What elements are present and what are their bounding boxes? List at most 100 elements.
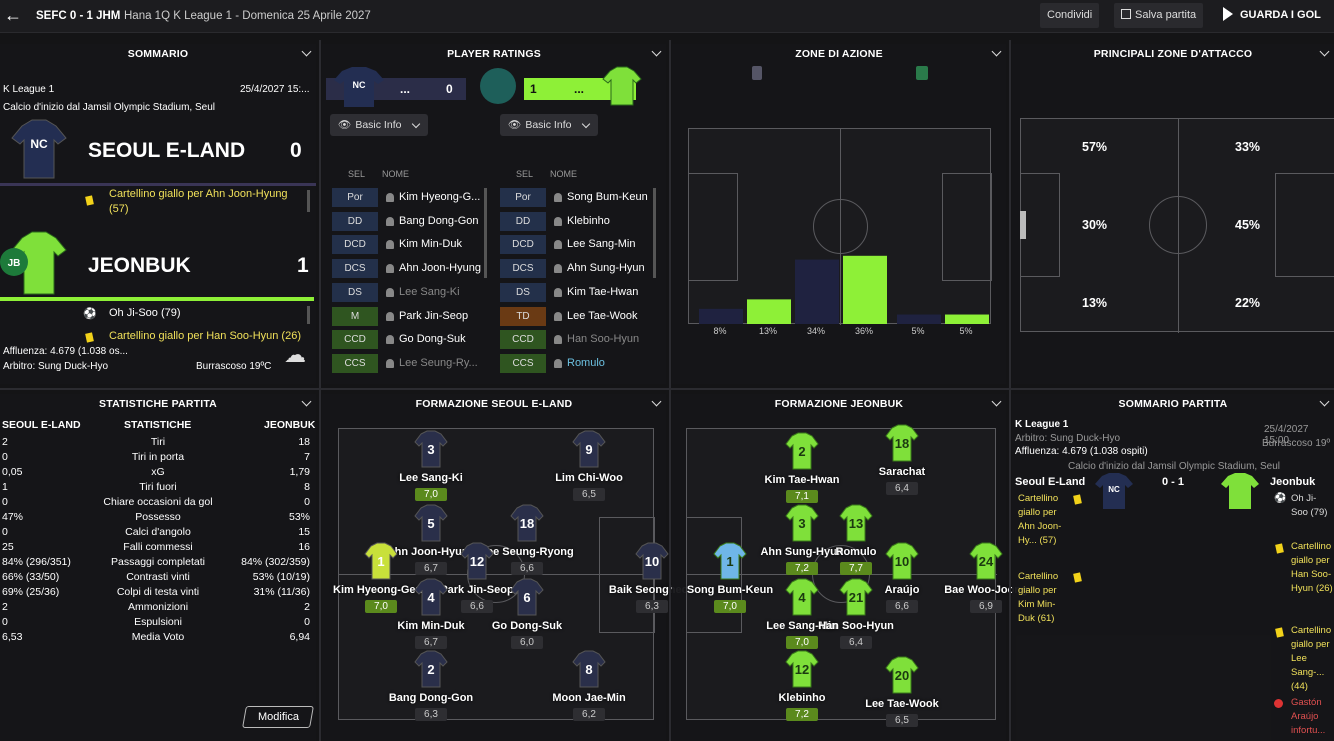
divider bbox=[0, 388, 1334, 390]
goal-ball-icon: ⚽ bbox=[83, 308, 97, 320]
player-name[interactable]: Ahn Sung-Hyun bbox=[760, 546, 844, 558]
player-shirt-icon[interactable]: 4 bbox=[414, 578, 448, 616]
player-name[interactable]: Kim Hyeong-G... bbox=[399, 191, 481, 203]
match-summary-title: SOMMARIO PARTITA bbox=[1118, 398, 1228, 410]
player-name[interactable]: Ahn Sung-Hyun bbox=[567, 262, 645, 275]
stat-label: Tiri fuori bbox=[139, 481, 177, 493]
stat-away-value: 1,79 bbox=[289, 466, 310, 478]
away-view-dropdown[interactable]: 👁 Basic Info bbox=[500, 114, 598, 136]
player-name[interactable]: Klebinho bbox=[567, 214, 610, 227]
player-name[interactable]: Lee Seung-Ryong bbox=[480, 546, 574, 558]
scrollbar[interactable] bbox=[307, 306, 310, 324]
player-name[interactable]: Lee Tae-Wook bbox=[567, 309, 638, 322]
player-shirt-icon[interactable]: 1 bbox=[713, 542, 747, 580]
player-shirt-icon[interactable]: 3 bbox=[414, 430, 448, 468]
player-name[interactable]: Han Soo-Hyun bbox=[567, 333, 640, 346]
away-card-event: Cartellino giallo per Han Soo-Hyun (26) bbox=[109, 330, 301, 342]
player-shirt-icon[interactable]: 4 bbox=[785, 578, 819, 616]
player-name[interactable]: Kim Min-Duk bbox=[397, 620, 465, 632]
shirt-number: 8 bbox=[585, 662, 592, 677]
scrollbar[interactable] bbox=[653, 188, 656, 278]
player-name[interactable]: Bang Dong-Gon bbox=[388, 692, 474, 704]
shirt-number: 10 bbox=[645, 554, 659, 569]
divider bbox=[1009, 40, 1011, 741]
scrollbar[interactable] bbox=[484, 188, 487, 278]
home-view-dropdown[interactable]: 👁 Basic Info bbox=[330, 114, 428, 136]
player-name[interactable]: Romulo bbox=[835, 546, 877, 558]
shirt-number: 3 bbox=[427, 442, 434, 457]
ms-home-event: Cartellino giallo per Ahn Joon-Hy... (57… bbox=[1018, 493, 1062, 546]
player-name[interactable]: Klebinho bbox=[778, 692, 826, 704]
stat-row: 0 Chiare occasioni da gol 0 bbox=[0, 495, 316, 510]
player-shirt-icon[interactable]: 12 bbox=[460, 542, 494, 580]
player-shirt-icon[interactable]: 9 bbox=[572, 430, 606, 468]
player-name[interactable]: Song Bum-Keun bbox=[567, 191, 648, 203]
player-name[interactable]: Lee Sang-Ki bbox=[399, 472, 463, 484]
player-name[interactable]: Han Soo-Hyun bbox=[818, 620, 894, 632]
player-shirt-icon[interactable]: 12 bbox=[785, 650, 819, 688]
player-shirt-icon[interactable]: 13 bbox=[839, 504, 873, 542]
player-name[interactable]: Go Dong-Suk bbox=[491, 620, 563, 632]
player-shirt-icon[interactable]: 5 bbox=[414, 504, 448, 542]
player-shirt-icon[interactable]: 18 bbox=[885, 424, 919, 462]
player-shirt-icon[interactable]: 20 bbox=[885, 656, 919, 694]
zone-bar bbox=[897, 314, 941, 324]
player-name[interactable]: Lee Seung-Ry... bbox=[399, 356, 478, 369]
player-name[interactable]: Ahn Joon-Hyung bbox=[386, 546, 476, 558]
player-name[interactable]: Romulo bbox=[567, 356, 605, 369]
player-name[interactable]: Lee Sang-Ki bbox=[399, 285, 460, 298]
scrollbar[interactable] bbox=[307, 190, 310, 212]
player-shirt-icon[interactable]: 18 bbox=[510, 504, 544, 542]
player-name[interactable]: Kim Hyeong-Geun bbox=[333, 584, 429, 596]
player-name[interactable]: Park Jin-Seop bbox=[440, 584, 514, 596]
player-shirt-icon[interactable]: 3 bbox=[785, 504, 819, 542]
player-shirt-icon[interactable]: 10 bbox=[885, 542, 919, 580]
person-icon bbox=[386, 287, 394, 297]
player-name[interactable]: Lee Tae-Wook bbox=[865, 698, 939, 710]
watch-goals-button[interactable]: GUARDA I GOL bbox=[1216, 3, 1334, 28]
share-button[interactable]: Condividi bbox=[1040, 3, 1100, 28]
player-shirt-icon[interactable]: 1 bbox=[364, 542, 398, 580]
back-arrow-icon[interactable]: ← bbox=[4, 5, 22, 25]
player-name[interactable]: Kim Tae-Hwan bbox=[567, 285, 639, 298]
divider bbox=[669, 40, 671, 741]
player-shirt-icon[interactable]: 10 bbox=[635, 542, 669, 580]
player-name[interactable]: Park Jin-Seop bbox=[399, 309, 469, 322]
away-kit-icon: JB bbox=[0, 230, 80, 296]
player-name[interactable]: Bae Woo-Joong bbox=[944, 584, 1028, 596]
stat-home-value: 25 bbox=[2, 541, 14, 553]
player-rating: 6,7 bbox=[415, 636, 447, 649]
player-shirt-icon[interactable]: 8 bbox=[572, 650, 606, 688]
player-name[interactable]: Go Dong-Suk bbox=[399, 333, 466, 346]
player-name[interactable]: Ahn Joon-Hyung bbox=[399, 262, 481, 275]
person-icon bbox=[554, 193, 562, 202]
modify-button[interactable]: Modifica bbox=[242, 706, 314, 728]
position-badge: Por bbox=[332, 188, 378, 207]
shirt-number: 18 bbox=[520, 516, 534, 531]
home-formation-title: FORMAZIONE SEOUL E-LAND bbox=[415, 398, 573, 410]
shirt-number: 4 bbox=[798, 590, 806, 605]
stat-row: 84% (296/351) Passaggi completati 84% (302… bbox=[0, 555, 316, 570]
player-name[interactable]: Song Bum-Keun bbox=[686, 584, 774, 596]
player-name[interactable]: Lim Chi-Woo bbox=[555, 472, 623, 484]
person-icon bbox=[554, 287, 562, 297]
player-name[interactable]: Moon Jae-Min bbox=[552, 692, 626, 704]
player-shirt-icon[interactable]: 2 bbox=[785, 432, 819, 470]
summary-title: SOMMARIO bbox=[127, 48, 189, 60]
player-name[interactable]: Sarachat bbox=[878, 466, 926, 478]
shirt-number: 13 bbox=[849, 516, 863, 531]
player-name[interactable]: Lee Sang-Min bbox=[766, 620, 838, 632]
player-name[interactable]: Bang Dong-Gon bbox=[399, 214, 479, 227]
away-attack-center: 45% bbox=[1235, 218, 1261, 232]
stat-home-value: 69% (25/36) bbox=[2, 586, 60, 598]
player-shirt-icon[interactable]: 6 bbox=[510, 578, 544, 616]
player-shirt-icon[interactable]: 2 bbox=[414, 650, 448, 688]
player-shirt-icon[interactable]: 24 bbox=[969, 542, 1003, 580]
player-name[interactable]: Lee Sang-Min bbox=[567, 238, 636, 251]
save-match-button[interactable]: Salva partita bbox=[1114, 3, 1204, 28]
player-name[interactable]: Kim Tae-Hwan bbox=[764, 474, 840, 486]
player-shirt-icon[interactable]: 21 bbox=[839, 578, 873, 616]
player-name[interactable]: Kim Min-Duk bbox=[399, 238, 462, 251]
player-name[interactable]: Araújo bbox=[884, 584, 920, 596]
player-rating: 7,0 bbox=[415, 488, 447, 501]
